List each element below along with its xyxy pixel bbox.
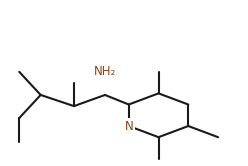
Text: NH₂: NH₂ (94, 65, 116, 78)
Text: N: N (124, 120, 133, 132)
